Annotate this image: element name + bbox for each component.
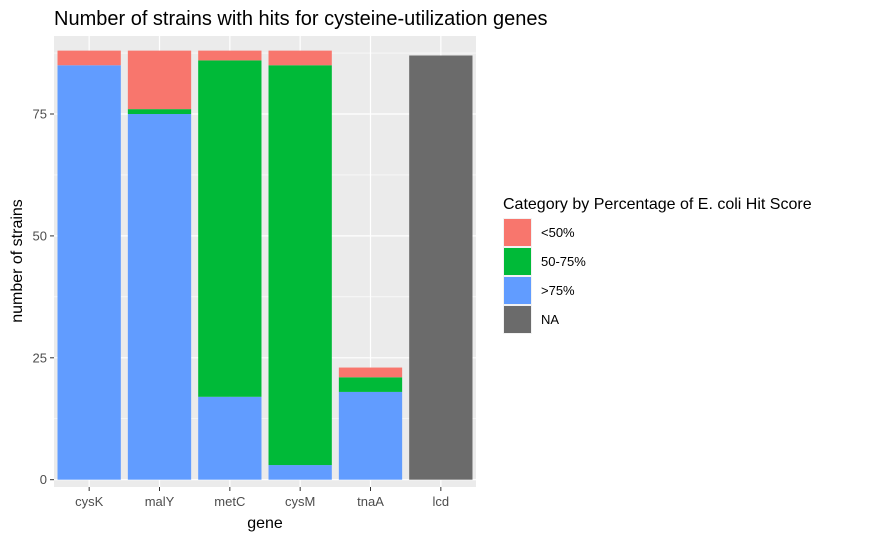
x-axis-title: gene bbox=[247, 515, 283, 532]
legend-swatch bbox=[504, 277, 531, 304]
legend: Category by Percentage of E. coli Hit Sc… bbox=[503, 196, 812, 334]
bar-segment-metC bbox=[198, 396, 262, 480]
x-tick-label: lcd bbox=[433, 494, 450, 509]
x-tick-label: cysM bbox=[285, 494, 315, 509]
bar-segment-malY bbox=[127, 114, 192, 480]
legend-label: <50% bbox=[541, 225, 575, 240]
bar-segment-cysM bbox=[268, 65, 332, 466]
bar-segment-malY bbox=[127, 50, 192, 110]
bar-segment-tnaA bbox=[338, 367, 403, 378]
legend-label: 50-75% bbox=[541, 254, 586, 269]
bar-segment-cysM bbox=[268, 50, 332, 66]
bar-segment-metC bbox=[198, 60, 262, 397]
x-tick-label: cysK bbox=[75, 494, 104, 509]
x-tick-label: malY bbox=[145, 494, 175, 509]
x-tick-label: metC bbox=[214, 494, 245, 509]
bar-segment-lcd bbox=[409, 55, 473, 480]
bar-segment-tnaA bbox=[338, 377, 403, 392]
chart-title: Number of strains with hits for cysteine… bbox=[54, 8, 548, 30]
y-axis: 0 25 50 75 bbox=[33, 107, 54, 487]
y-tick-label: 50 bbox=[33, 228, 47, 243]
bar-segment-tnaA bbox=[338, 391, 403, 480]
x-tick-label: tnaA bbox=[357, 494, 384, 509]
legend-swatch bbox=[504, 248, 531, 275]
y-axis-title: number of strains bbox=[9, 199, 26, 323]
x-axis: cysK malY metC cysM tnaA lcd bbox=[75, 487, 449, 509]
bars bbox=[57, 50, 473, 480]
bar-segment-malY bbox=[127, 109, 192, 115]
legend-label: NA bbox=[541, 312, 559, 327]
legend-swatch bbox=[504, 306, 531, 333]
legend-title: Category by Percentage of E. coli Hit Sc… bbox=[503, 196, 812, 213]
y-tick-label: 75 bbox=[33, 107, 47, 122]
bar-segment-cysK bbox=[57, 65, 121, 480]
bar-segment-cysK bbox=[57, 50, 121, 66]
bar-segment-cysM bbox=[268, 465, 332, 480]
y-tick-label: 25 bbox=[33, 350, 47, 365]
bar-segment-metC bbox=[198, 50, 262, 61]
legend-label: >75% bbox=[541, 283, 575, 298]
y-tick-label: 0 bbox=[40, 472, 47, 487]
plot-panel bbox=[54, 36, 476, 487]
legend-swatch bbox=[504, 219, 531, 246]
